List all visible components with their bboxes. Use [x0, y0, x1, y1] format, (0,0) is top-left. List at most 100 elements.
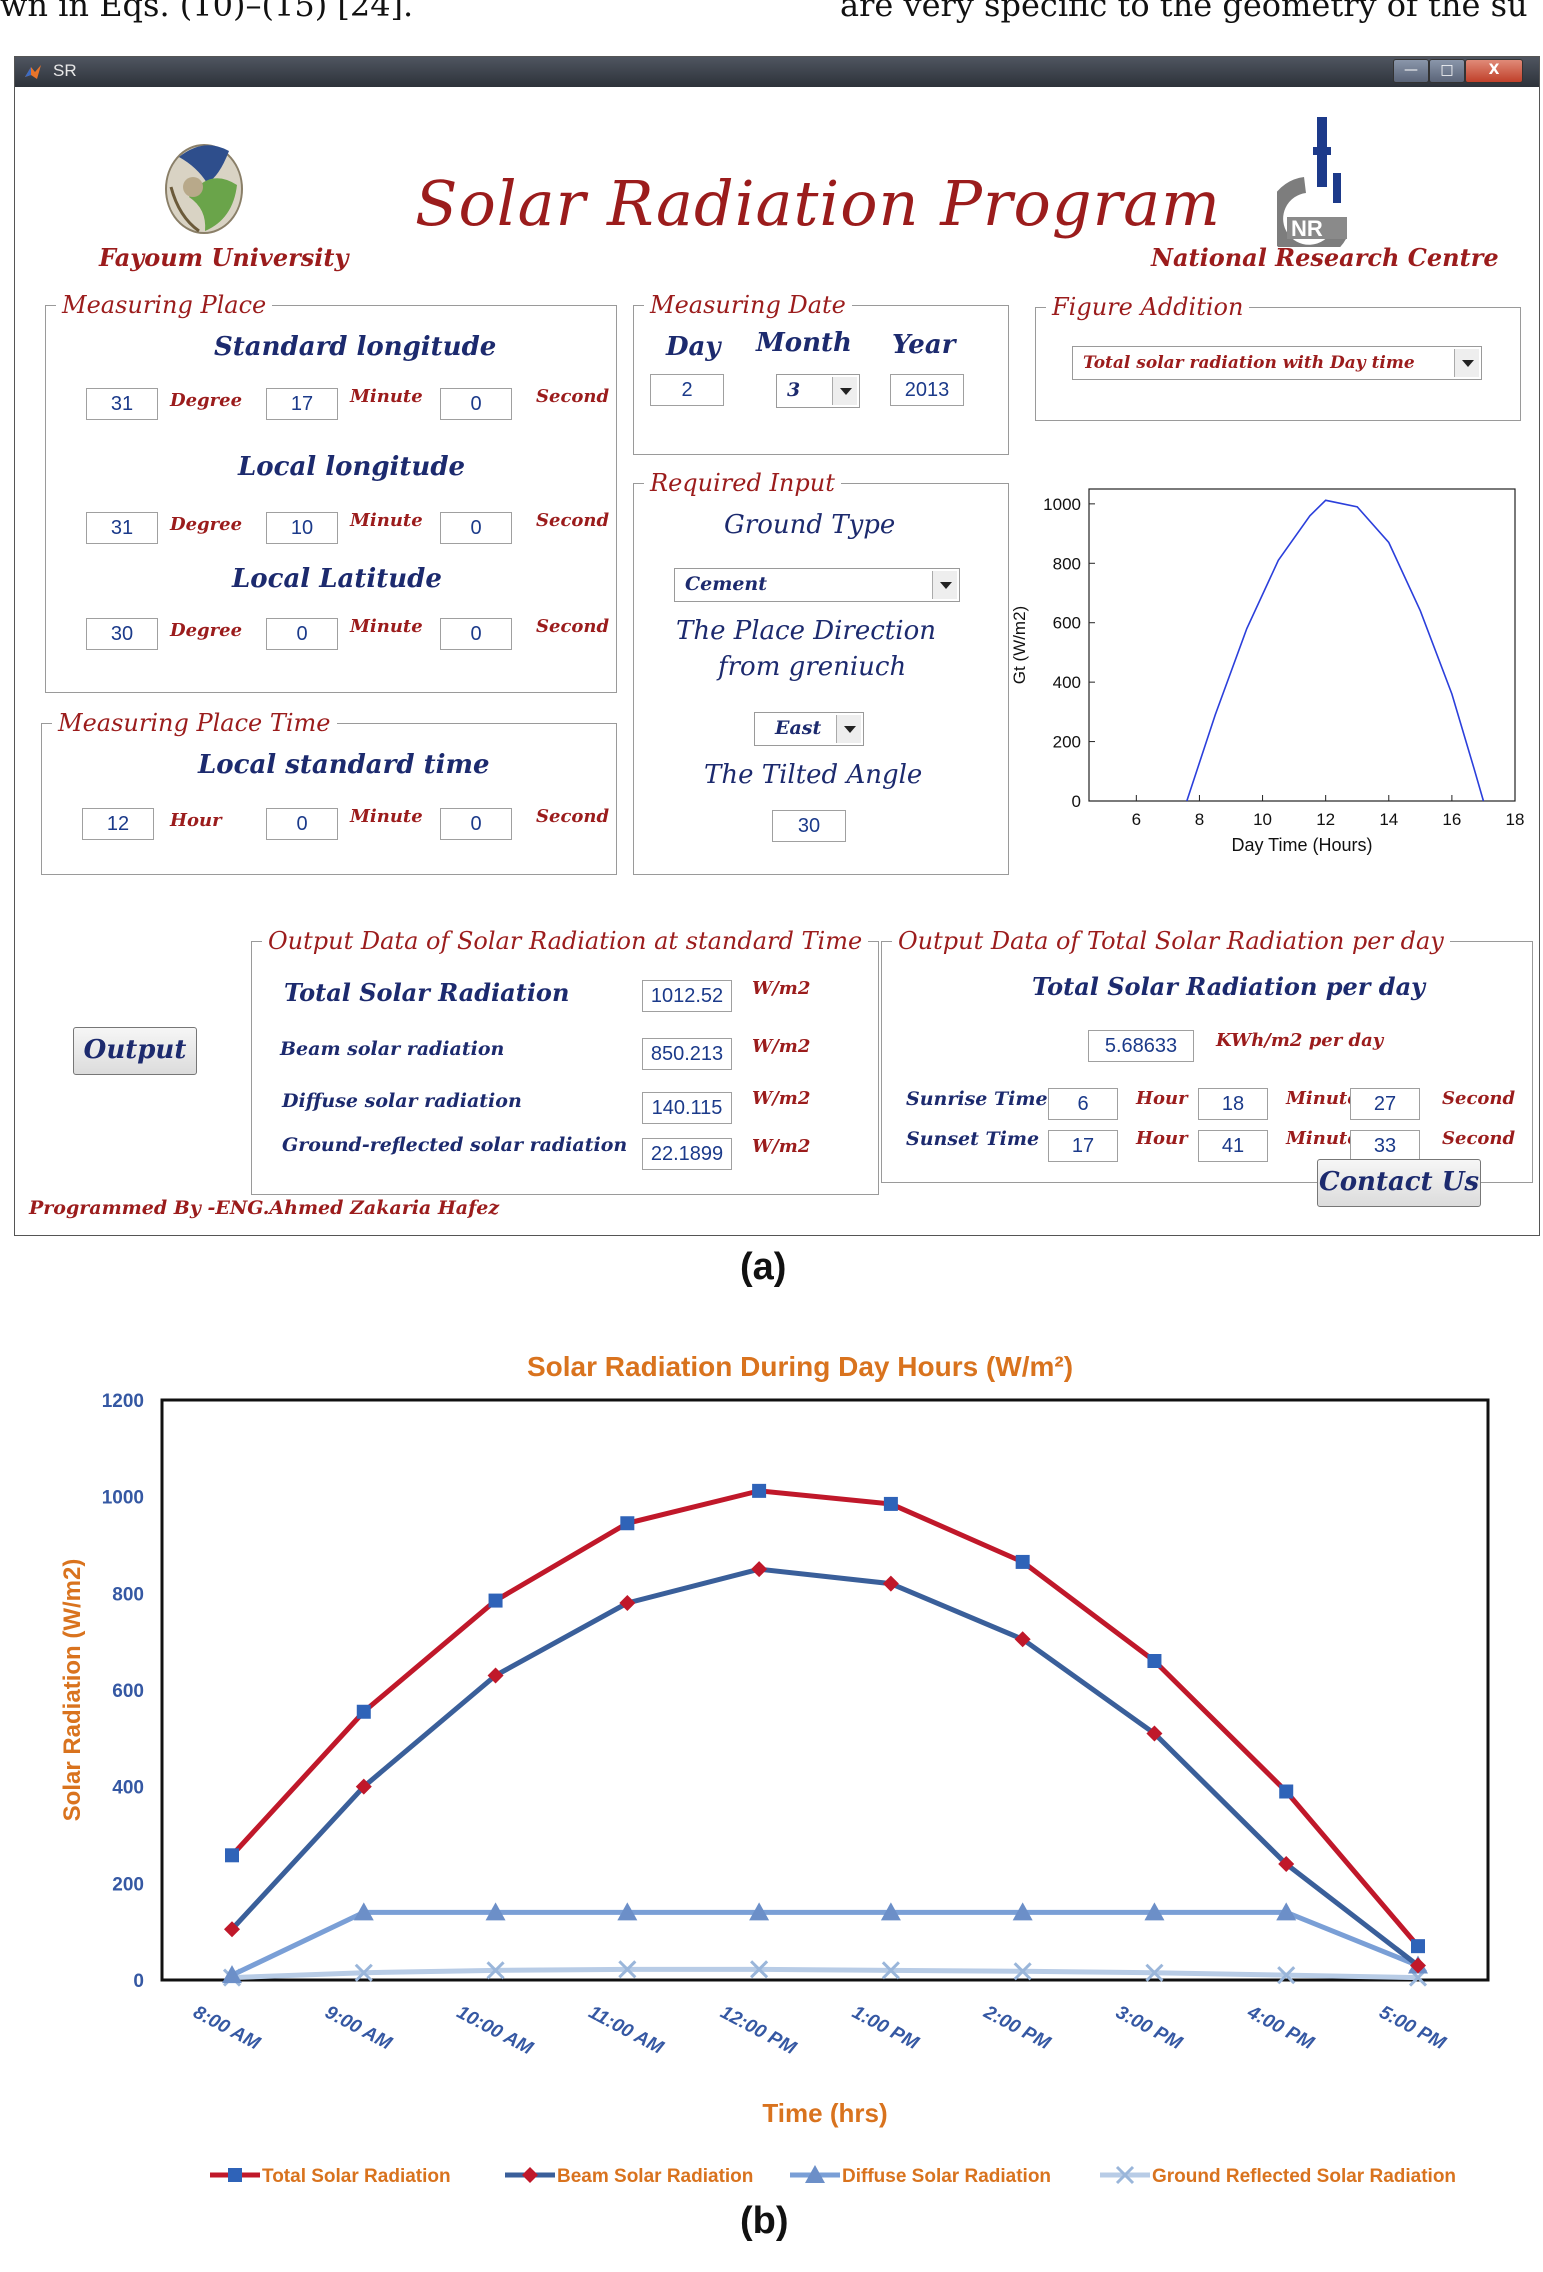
x-tick-label: 16 [1442, 810, 1461, 829]
standard-longitude-title: Standard longitude [214, 332, 497, 362]
program-title: Solar Radiation Program [415, 167, 1221, 240]
sunset-time-label: Sunset Time [906, 1128, 1040, 1150]
chevron-down-icon [832, 377, 857, 405]
x-tick-label: 5:00 PM [1376, 2002, 1450, 2055]
series-marker [1014, 1631, 1031, 1648]
ground-reflected-solar-radiation-value: 22.1899 [642, 1138, 732, 1170]
series-marker [487, 1667, 504, 1684]
total-per-day-value: 5.68633 [1088, 1030, 1194, 1062]
series-marker [224, 1921, 240, 1938]
y-tick-label: 200 [1053, 733, 1081, 752]
local-long-second-input[interactable]: 0 [440, 512, 512, 544]
x-tick-label: 4:00 PM [1243, 2001, 1318, 2054]
series-marker [1012, 1902, 1033, 1921]
minimize-button[interactable]: — [1393, 59, 1429, 83]
series-marker [882, 1575, 899, 1592]
local-longitude-title: Local longitude [238, 452, 466, 482]
series-marker [1144, 1902, 1165, 1921]
minute-label: Minute [350, 616, 423, 637]
total-solar-radiation-label: Total Solar Radiation [284, 978, 570, 1007]
figure-addition-dropdown[interactable]: Total solar radiation with Day time [1072, 346, 1482, 380]
unit-label: W/m2 [752, 1088, 811, 1109]
measuring-date-legend: Measuring Date [644, 291, 852, 319]
sunset-minute-value: 41 [1198, 1130, 1268, 1162]
local-lat-second-input[interactable]: 0 [440, 618, 512, 650]
x-tick-label: 2:00 PM [979, 2001, 1054, 2054]
contact-us-button[interactable]: Contact Us [1317, 1159, 1481, 1207]
maximize-button[interactable]: □ [1429, 59, 1465, 83]
tilted-angle-input[interactable]: 30 [772, 810, 846, 842]
y-axis-label: Solar Radiation (W/m2) [59, 1559, 86, 1822]
x-tick-label: 10 [1253, 810, 1272, 829]
diffuse-solar-radiation-value: 140.115 [642, 1092, 732, 1124]
y-tick-label: 600 [112, 1681, 144, 1702]
time-hour-input[interactable]: 12 [82, 808, 154, 840]
unit-label: W/m2 [752, 1136, 811, 1157]
day-label: Day [666, 332, 721, 362]
month-dropdown[interactable]: 3 [776, 374, 860, 408]
y-tick-label: 600 [1053, 614, 1081, 633]
plot-frame [160, 1398, 1490, 1982]
series-marker [353, 1902, 374, 1921]
local-long-degree-input[interactable]: 31 [86, 512, 158, 544]
series-marker [750, 1960, 769, 1979]
local-lat-minute-input[interactable]: 0 [266, 618, 338, 650]
series-marker [1146, 1725, 1163, 1742]
programmed-by-label: Programmed By -ENG.Ahmed Zakaria Hafez [29, 1197, 500, 1219]
y-tick-label: 800 [112, 1584, 144, 1605]
x-tick-label: 14 [1379, 810, 1398, 829]
std-long-second-input[interactable]: 0 [440, 388, 512, 420]
series-marker [618, 1960, 637, 1979]
close-button[interactable]: X [1465, 59, 1523, 83]
std-long-degree-input[interactable]: 31 [86, 388, 158, 420]
series-line [230, 1488, 1420, 1948]
sunrise-minute-value: 18 [1198, 1088, 1268, 1120]
chevron-down-icon [1454, 349, 1479, 377]
y-tick-label: 400 [112, 1778, 144, 1799]
x-tick-label: 12 [1316, 810, 1335, 829]
legend-entry: Beam Solar Radiation [557, 2166, 753, 2187]
x-tick-label: 10:00 AM [453, 2002, 537, 2060]
degree-label: Degree [170, 514, 243, 535]
series-marker [880, 1902, 901, 1921]
minute-label: Minute [350, 806, 423, 827]
x-tick-label: 8 [1195, 810, 1204, 829]
y-tick-label: 1200 [102, 1391, 144, 1412]
series-marker [751, 1561, 768, 1578]
output-standard-time-group: Output Data of Solar Radiation at standa… [251, 927, 879, 1195]
fayoum-university-logo [165, 144, 243, 234]
x-tick-label: 9:00 AM [321, 2002, 396, 2055]
series-marker [1278, 1856, 1295, 1872]
series-marker [752, 1483, 767, 1498]
figure-addition-group: Figure Addition Total solar radiation wi… [1035, 293, 1521, 421]
year-input[interactable]: 2013 [890, 374, 964, 406]
x-axis-label: Time (hrs) [762, 2098, 887, 2128]
day-input[interactable]: 2 [650, 374, 724, 406]
plot-frame [1088, 488, 1516, 802]
chevron-down-icon [932, 571, 957, 599]
series-marker [488, 1593, 503, 1608]
series-marker [485, 1902, 506, 1921]
required-input-legend: Required Input [644, 469, 841, 497]
ground-type-dropdown[interactable]: Cement [674, 568, 960, 602]
series-line [230, 1566, 1420, 1968]
legend-entry: Ground Reflected Solar Radiation [1152, 2166, 1456, 2187]
sunrise-hour-value: 6 [1048, 1088, 1118, 1120]
output-button[interactable]: Output [73, 1027, 197, 1075]
required-input-group: Required Input Ground Type Cement The Pl… [633, 469, 1009, 875]
time-minute-input[interactable]: 0 [266, 808, 338, 840]
x-tick-label: 3:00 PM [1112, 2002, 1186, 2055]
std-long-minute-input[interactable]: 17 [266, 388, 338, 420]
national-research-centre-label: National Research Centre [1151, 243, 1499, 272]
series-marker [1145, 1963, 1164, 1982]
series-marker [354, 1963, 373, 1982]
direction-label-line2: from greniuch [718, 652, 907, 682]
sunrise-time-label: Sunrise Time [906, 1088, 1048, 1110]
time-second-input[interactable]: 0 [440, 808, 512, 840]
local-lat-degree-input[interactable]: 30 [86, 618, 158, 650]
measuring-time-group: Measuring Place Time Local standard time… [41, 709, 617, 875]
local-long-minute-input[interactable]: 10 [266, 512, 338, 544]
series-marker [617, 1902, 638, 1921]
direction-dropdown[interactable]: East [754, 712, 864, 746]
hour-label: Hour [170, 810, 222, 831]
